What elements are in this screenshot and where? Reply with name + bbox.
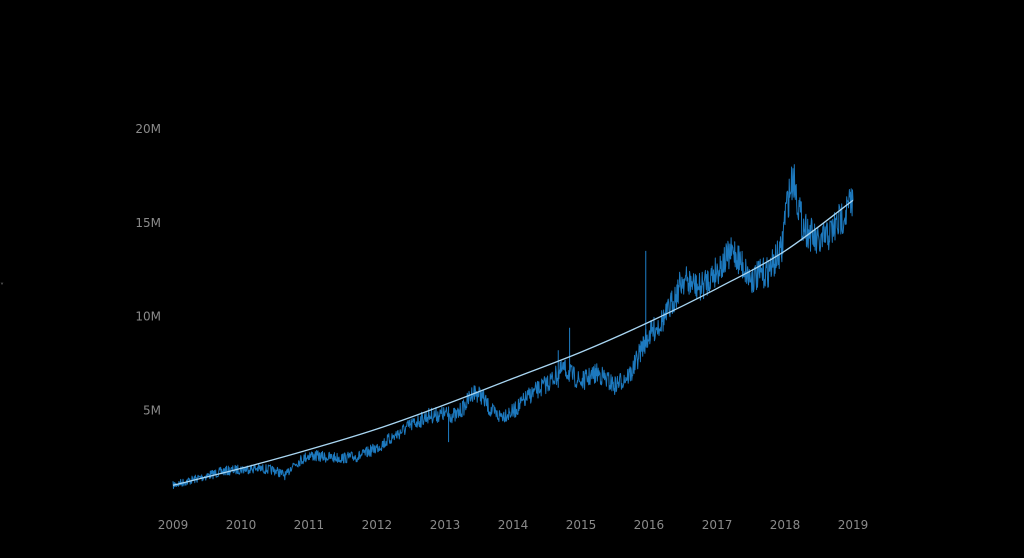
- y-tick-label: 15M: [135, 216, 161, 230]
- x-tick-label: 2017: [702, 518, 733, 532]
- y-axis: 5M 10M 15M 20M: [135, 122, 161, 417]
- x-tick-label: 2014: [498, 518, 529, 532]
- y-tick-label: 20M: [135, 122, 161, 136]
- x-tick-label: 2013: [430, 518, 461, 532]
- x-tick-label: 2019: [838, 518, 869, 532]
- x-tick-label: 2015: [566, 518, 597, 532]
- y-tick-label: 5M: [143, 403, 161, 417]
- x-tick-label: 2012: [362, 518, 393, 532]
- series-line-daily: [172, 164, 854, 489]
- plot-area: [172, 164, 854, 489]
- x-tick-label: 2018: [770, 518, 801, 532]
- x-tick-label: 2011: [294, 518, 325, 532]
- edge-tick-mark: ˅: [0, 282, 4, 291]
- x-tick-label: 2009: [158, 518, 189, 532]
- y-tick-label: 10M: [135, 310, 161, 324]
- x-axis: 2009 2010 2011 2012 2013 2014 2015 2016 2017 2018…: [158, 518, 869, 532]
- x-tick-label: 2016: [634, 518, 665, 532]
- x-tick-label: 2010: [226, 518, 257, 532]
- series-line-trend: [172, 199, 854, 486]
